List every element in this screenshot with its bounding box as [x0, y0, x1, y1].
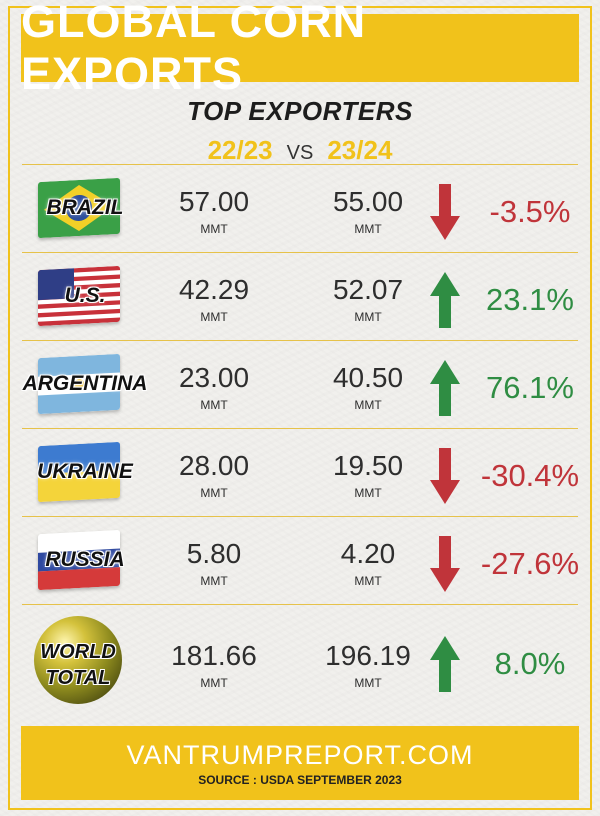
country-label: U.S. — [64, 284, 106, 307]
subtitle: TOP EXPORTERS — [187, 96, 413, 126]
unit-label: MMT — [354, 222, 382, 236]
down-arrow-icon — [430, 448, 460, 504]
table-row: ARGENTINA 23.00 MMT 40.50 MMT 76.1% — [0, 344, 600, 430]
world-value-2324: 196.19 — [325, 640, 411, 671]
argentina-flag-icon — [38, 353, 120, 415]
us-flag-icon — [38, 265, 120, 327]
divider — [22, 252, 578, 253]
down-arrow-icon — [430, 184, 460, 240]
unit-label: MMT — [200, 310, 228, 324]
unit-label: MMT — [200, 574, 228, 588]
value-2324: 19.50 — [332, 450, 404, 481]
world-percent-change: 8.0% — [494, 646, 566, 681]
country-label: RUSSIA — [45, 548, 125, 571]
unit-label: MMT — [200, 222, 228, 236]
divider — [22, 516, 578, 517]
up-arrow-icon — [430, 272, 460, 328]
value-2324: 52.07 — [332, 274, 404, 305]
unit-label: MMT — [200, 486, 228, 500]
world-total-row: WORLD TOTAL 181.66 MMT 196.19 MMT 8.0% — [0, 612, 600, 712]
unit-label: MMT — [354, 676, 382, 690]
brazil-flag-icon — [38, 177, 120, 239]
world-label-line2: TOTAL — [45, 667, 111, 689]
up-arrow-icon — [430, 636, 460, 692]
year-to: 23/24 — [327, 135, 393, 165]
title-banner: GLOBAL CORN EXPORTS — [21, 0, 579, 99]
unit-label: MMT — [354, 310, 382, 324]
vs-label: VS — [286, 142, 314, 164]
percent-change: 76.1% — [486, 370, 574, 405]
page-frame — [8, 6, 592, 810]
country-label: UKRAINE — [37, 460, 133, 483]
divider — [22, 340, 578, 341]
percent-change: -30.4% — [480, 458, 580, 493]
unit-label: MMT — [200, 676, 228, 690]
value-2223: 42.29 — [178, 274, 250, 305]
footer-banner: VANTRUMPREPORT.COM SOURCE : USDA SEPTEMB… — [21, 726, 579, 800]
value-2223: 23.00 — [178, 362, 250, 393]
table-row: BRAZIL 57.00 MMT 55.00 MMT -3.5% — [0, 168, 600, 254]
percent-change: -27.6% — [480, 546, 580, 581]
world-value-2223: 181.66 — [171, 640, 257, 671]
year-from: 22/23 — [207, 135, 273, 165]
percent-change: -3.5% — [489, 194, 571, 229]
unit-label: MMT — [354, 574, 382, 588]
unit-label: MMT — [354, 486, 382, 500]
value-2324: 55.00 — [332, 186, 404, 217]
divider — [22, 604, 578, 605]
globe-icon — [34, 616, 122, 704]
country-label: ARGENTINA — [22, 372, 148, 395]
table-row: UKRAINE 28.00 MMT 19.50 MMT -30.4% — [0, 432, 600, 518]
unit-label: MMT — [354, 398, 382, 412]
country-label: BRAZIL — [46, 196, 124, 219]
percent-change: 23.1% — [486, 282, 574, 317]
source-note: SOURCE : USDA SEPTEMBER 2023 — [198, 773, 402, 787]
unit-label: MMT — [200, 398, 228, 412]
value-2223: 28.00 — [178, 450, 250, 481]
value-2223: 57.00 — [178, 186, 250, 217]
value-2324: 4.20 — [340, 538, 396, 569]
value-2324: 40.50 — [332, 362, 404, 393]
table-row: RUSSIA 5.80 MMT 4.20 MMT -27.6% — [0, 520, 600, 606]
divider — [22, 164, 578, 165]
russia-flag-icon — [38, 529, 120, 591]
divider — [22, 428, 578, 429]
website-link[interactable]: VANTRUMPREPORT.COM — [126, 740, 474, 770]
up-arrow-icon — [430, 360, 460, 416]
year-comparison: 22/23 VS 23/24 — [0, 135, 600, 166]
page-title: GLOBAL CORN EXPORTS — [21, 0, 367, 99]
world-label-line1: WORLD — [40, 641, 116, 663]
value-2223: 5.80 — [186, 538, 242, 569]
table-row: U.S. 42.29 MMT 52.07 MMT 23.1% — [0, 256, 600, 342]
ukraine-flag-icon — [38, 441, 120, 503]
down-arrow-icon — [430, 536, 460, 592]
